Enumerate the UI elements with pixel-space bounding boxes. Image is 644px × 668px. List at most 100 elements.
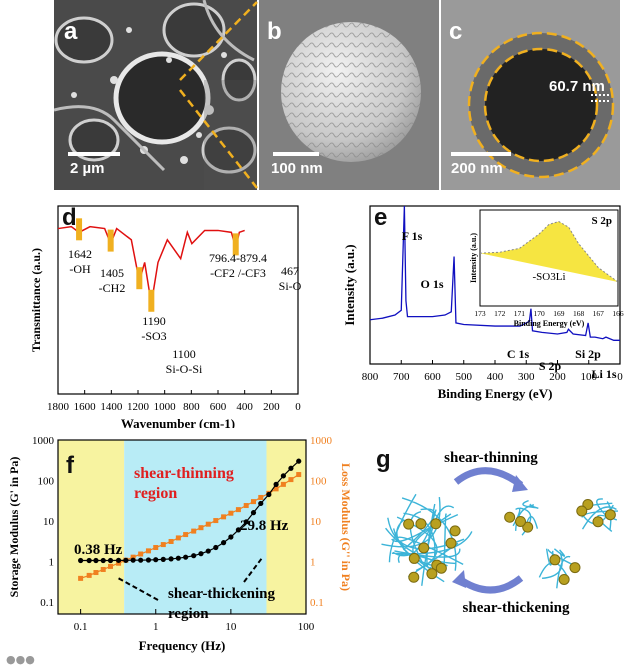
watermark: ●●● xyxy=(6,653,35,666)
ftir-xtick-label-5: 800 xyxy=(183,401,200,413)
rheo-y2label: Loss Modulus (G'' in Pa) xyxy=(339,463,353,591)
panel-b-sphere xyxy=(259,0,439,190)
rheo-loss-point xyxy=(198,525,204,531)
rheo-region-high xyxy=(266,440,306,614)
xps-ylabel: Intensity (a.u.) xyxy=(342,244,357,325)
ftir-peak-wn-3: 1100 xyxy=(172,347,196,361)
panel-c-core-shell xyxy=(441,0,620,190)
xps-xlabel: Binding Energy (eV) xyxy=(438,386,553,401)
rheo-ytick-label-2: 10 xyxy=(43,516,55,528)
rheo-frame xyxy=(57,439,307,615)
xps-xtick-label-4: 400 xyxy=(487,371,504,383)
rheo-thickening-line2: region xyxy=(168,606,209,622)
rheo-storage-point xyxy=(243,519,249,525)
rheo-loss-point xyxy=(168,538,174,544)
rheo-storage-point xyxy=(168,556,174,562)
panel-a-scale-bar xyxy=(68,152,120,156)
rheo-y2tick-label-4: 1000 xyxy=(310,435,333,447)
rheo-loss-point xyxy=(86,572,92,578)
ftir-highlight-2 xyxy=(136,267,143,290)
rheo-xtick-label-3: 100 xyxy=(298,621,315,633)
schem-chain-2-particle xyxy=(604,509,616,521)
rheo-loss-point xyxy=(108,563,114,569)
rheo-ytick-label-4: 1000 xyxy=(32,435,55,447)
rheo-loss-point xyxy=(280,481,286,487)
xps-peak-label-0: F 1s xyxy=(402,229,423,243)
rheo-xtick-label-1: 1 xyxy=(153,621,159,633)
xps-inset-species: -SO3Li xyxy=(533,271,566,283)
rheo-loss-point xyxy=(191,528,197,534)
ftir-highlight-0 xyxy=(76,218,83,241)
xps-peak-label-1: O 1s xyxy=(420,277,443,291)
rheo-loss-point xyxy=(138,551,144,557)
schem-chain-3-particle xyxy=(549,554,561,566)
rheo-arrow-high xyxy=(243,557,263,583)
panel-a-scale-text: 2 µm xyxy=(70,160,105,177)
rheo-storage-point xyxy=(86,557,92,564)
rheo-storage-point xyxy=(183,554,189,560)
schem-entangled-network-particle xyxy=(415,518,427,530)
rheo-y2tick-label-3: 100 xyxy=(310,475,327,487)
rheo-thinning-line1: shear-thinning xyxy=(134,465,234,482)
schem-entangled-network-particle xyxy=(408,571,420,583)
schem-chain-2-particle xyxy=(576,505,588,517)
rheo-loss-point xyxy=(258,494,264,500)
xps-inset-tick-0: 173 xyxy=(474,309,486,318)
rheo-loss-point xyxy=(93,570,99,576)
schem-entangled-network-particle xyxy=(449,525,461,537)
rheo-loss-point xyxy=(130,554,136,560)
ftir-peak-wn-1: 1405 xyxy=(100,266,124,280)
schem-chain-1 xyxy=(512,499,539,536)
xps-peak-label-2: C 1s xyxy=(507,347,530,361)
rheo-storage-point xyxy=(205,548,211,554)
xps-inset-ylabel: Intensity (a.u.) xyxy=(469,233,478,283)
rheo-loss-point xyxy=(243,503,249,509)
ftir-xtick-label-8: 200 xyxy=(263,401,280,413)
ftir-xtick-label-1: 1600 xyxy=(74,401,97,413)
rheo-storage-point xyxy=(160,556,166,562)
rheo-storage-point xyxy=(115,557,122,563)
xps-inset-tick-6: 167 xyxy=(593,309,605,318)
panel-c-tem-image: c 60.7 nm 200 nm xyxy=(441,0,620,190)
schem-arrowhead-top xyxy=(512,475,528,492)
rheo-storage-point xyxy=(296,458,302,464)
schem-chain-3-particle xyxy=(569,562,581,574)
panel-b-scale-text: 100 nm xyxy=(271,160,323,177)
xps-inset-tick-5: 168 xyxy=(573,309,585,318)
schem-chain-2-particle xyxy=(592,516,604,528)
panel-g-schematic: shear-thinning shear-thickening xyxy=(381,450,618,616)
rheo-storage-point xyxy=(273,481,279,487)
rheo-storage-point xyxy=(220,540,227,546)
ftir-peak-name-0: -OH xyxy=(69,262,91,276)
rheo-storage-point xyxy=(250,510,257,516)
panel-b-sem-image: b 100 nm xyxy=(259,0,439,190)
ftir-peak-name-5: Si-O xyxy=(279,279,302,293)
xps-xtick-label-7: 100 xyxy=(581,371,598,383)
schem-entangled-network-particle xyxy=(403,518,415,530)
rheo-loss-point xyxy=(78,575,84,581)
ftir-peak-wn-5: 467 xyxy=(281,264,299,278)
ftir-spectrum xyxy=(57,225,245,304)
schem-bottom-label: shear-thickening xyxy=(463,600,570,616)
rheo-loss-point xyxy=(175,535,181,541)
rheo-high-freq: 29.8 Hz xyxy=(240,518,289,534)
schem-entangled-network-particle xyxy=(426,568,438,580)
ftir-xtick-label-6: 600 xyxy=(210,401,227,413)
rheo-storage-point xyxy=(130,557,136,563)
rheo-loss-point xyxy=(250,499,256,505)
xps-xtick-label-5: 300 xyxy=(518,371,535,383)
rheo-ytick-label-0: 0.1 xyxy=(40,597,54,609)
schem-chain-1-particle xyxy=(522,521,534,533)
rheo-low-freq: 0.38 Hz xyxy=(74,542,123,558)
rheo-loss-point xyxy=(183,532,189,538)
rheo-ytick-label-1: 1 xyxy=(49,556,55,568)
rheo-loss-point xyxy=(153,545,159,551)
rheo-ylabel: Storage Modulus (G' in Pa) xyxy=(7,457,21,598)
xps-xtick-label-1: 700 xyxy=(393,371,410,383)
ftir-ylabel: Transmittance (a.u.) xyxy=(29,248,43,352)
schem-chain-3-particle xyxy=(558,573,570,585)
ftir-highlight-1 xyxy=(107,229,114,252)
rheo-y2tick-label-0: 0.1 xyxy=(310,597,324,609)
rheo-thickening-line1: shear-thickening xyxy=(168,586,275,602)
schem-entangled-network-particle xyxy=(435,562,447,574)
